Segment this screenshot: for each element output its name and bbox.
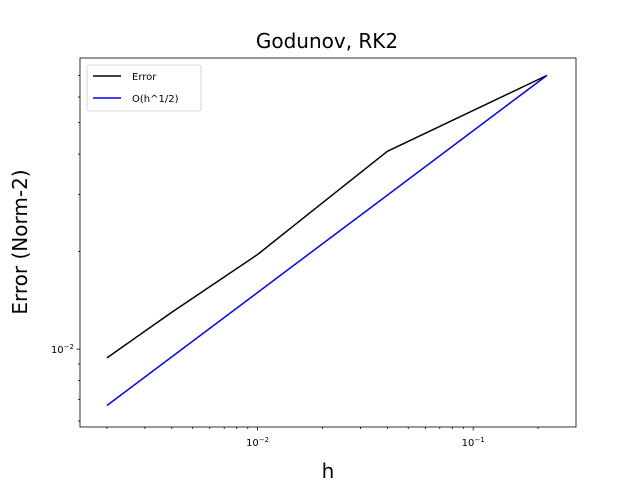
y-axis-ticks: 10−2 — [51, 74, 80, 422]
plot-frame — [79, 57, 577, 428]
legend: Error O(h^1/2) — [86, 64, 202, 112]
x-tick-label: 10−1 — [462, 436, 485, 449]
chart-title: Godunov, RK2 — [256, 29, 398, 53]
x-tick-label: 10−2 — [246, 436, 269, 449]
y-axis-label: Error (Norm-2) — [8, 169, 32, 314]
x-axis-label: h — [322, 459, 335, 480]
plot-lines — [106, 74, 548, 407]
series-line-0 — [106, 74, 548, 359]
series-line-1 — [106, 74, 548, 407]
legend-entry-label: Error — [132, 72, 157, 83]
x-axis-ticks: 10−2 10−1 — [106, 427, 539, 449]
y-tick-label: 10−2 — [51, 343, 74, 356]
legend-entry-label: O(h^1/2) — [132, 94, 179, 105]
